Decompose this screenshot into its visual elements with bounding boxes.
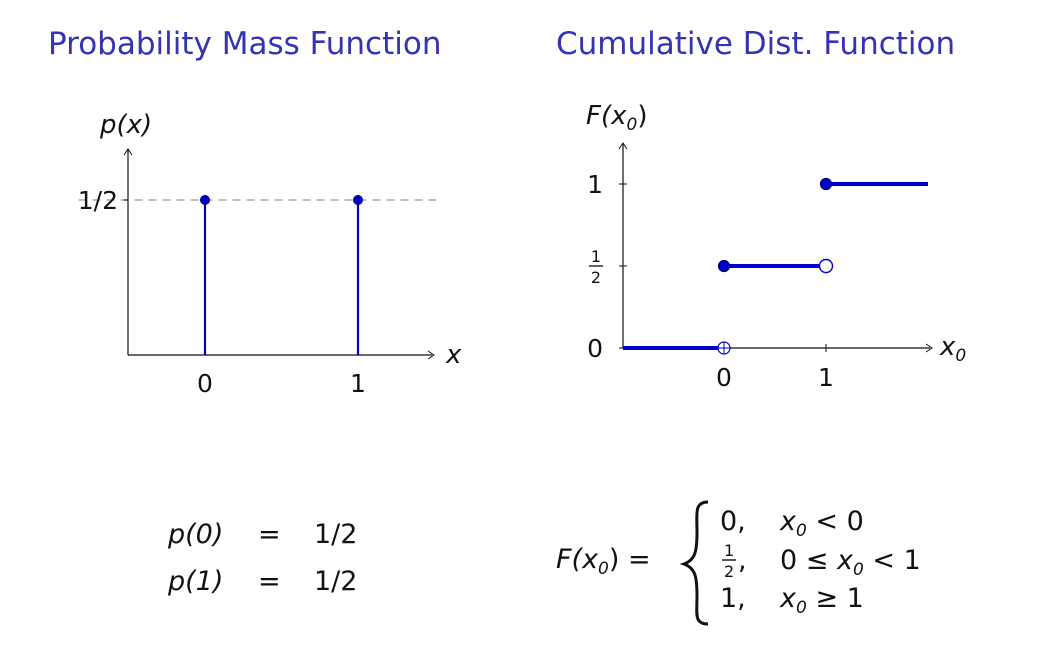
pmf-title: Probability Mass Function <box>48 26 442 62</box>
cdf-x-tick-label: 0 <box>716 363 732 392</box>
cdf-x-axis-arrow <box>925 343 933 353</box>
pmf-x-label: x <box>445 340 462 370</box>
cdf-closed-point <box>819 177 833 191</box>
cdf-x-tick-label: 1 <box>818 363 834 392</box>
cdf-y-tick-label: 1 <box>587 170 603 199</box>
cdf-y-tick-label: 0 <box>587 334 603 363</box>
cdf-closed-point <box>717 259 731 273</box>
cdf-y-axis-arrow <box>618 142 628 150</box>
pmf-y-label: p(x) <box>99 110 152 140</box>
pmf-x-tick-label: 1 <box>350 369 366 398</box>
cdf-y-label: F(x0) <box>586 101 647 135</box>
cdf-y-tick-label-num: 1 <box>591 247 601 266</box>
pmf-x-tick-label: 0 <box>197 369 213 398</box>
cdf-title: Cumulative Dist. Function <box>556 26 956 62</box>
pmf-point <box>353 195 363 205</box>
pmf-y-tick-label: 1/2 <box>78 186 118 215</box>
cdf-x-label: x0 <box>939 332 966 366</box>
pmf-x-axis-arrow <box>427 350 435 360</box>
pmf-y-axis-arrow <box>123 148 133 156</box>
cdf-y-tick-label-den: 2 <box>591 268 601 287</box>
cdf-open-point <box>818 258 834 274</box>
pmf-point <box>200 195 210 205</box>
